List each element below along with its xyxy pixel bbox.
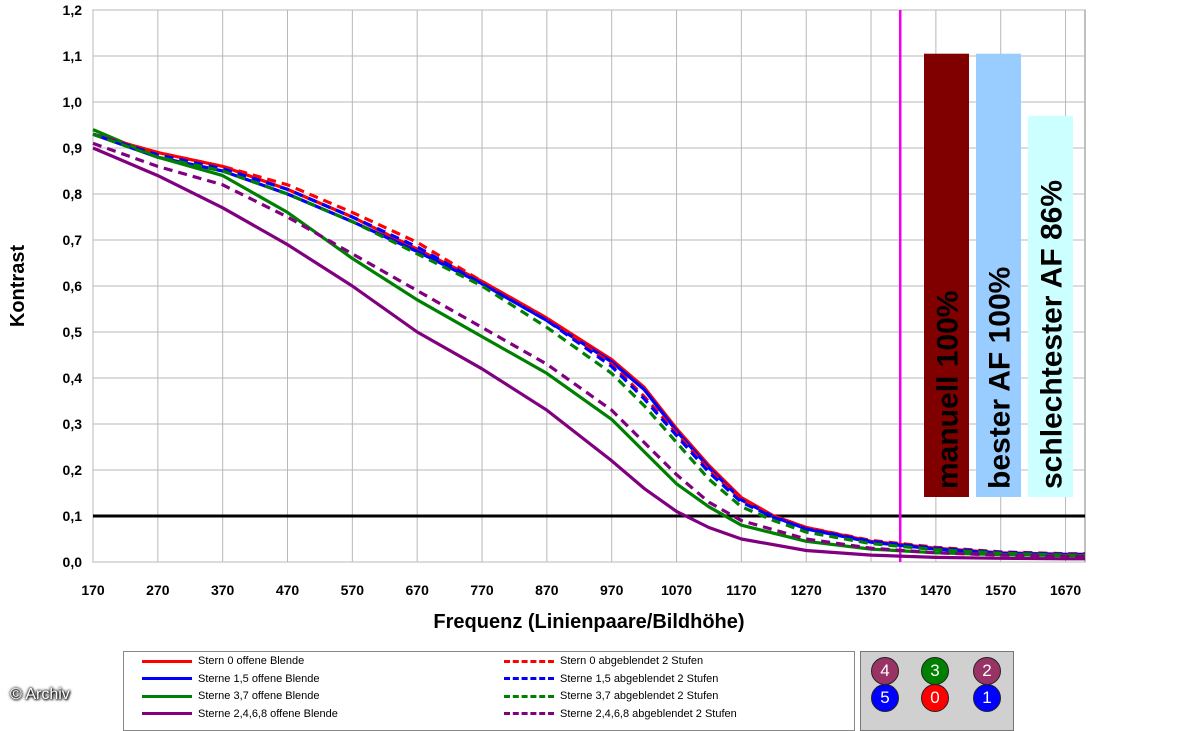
legend-item: Stern 0 abgeblendet 2 Stufen [504, 653, 703, 669]
legend-item: Sterne 1,5 abgeblendet 2 Stufen [504, 671, 718, 687]
x-tick-label: 470 [276, 582, 300, 598]
legend-item: Sterne 3,7 abgeblendet 2 Stufen [504, 688, 718, 704]
y-tick-label: 0,1 [63, 508, 83, 524]
legend-swatch [142, 712, 192, 715]
chart-grid [92, 9, 1086, 563]
y-tick-label: 0,7 [63, 232, 83, 248]
y-tick-label: 0,4 [63, 370, 83, 386]
x-axis-title: Frequenz (Linienpaare/Bildhöhe) [433, 611, 744, 633]
y-tick-labels: 0,0 0,1 0,2 0,3 0,4 0,5 0,6 0,7 0,8 0,9 1,0 1,1 1,2 [63, 2, 83, 570]
star-marker: 3 [921, 657, 949, 685]
star-marker: 0 [921, 684, 949, 712]
x-tick-label: 970 [600, 582, 624, 598]
series-line [92, 132, 1085, 557]
y-tick-label: 0,9 [63, 140, 83, 156]
legend-label: Sterne 3,7 offene Blende [198, 690, 320, 702]
legend-item: Sterne 2,4,6,8 abgeblendet 2 Stufen [504, 706, 737, 722]
series-line [92, 141, 1085, 559]
legend-swatch [504, 694, 554, 698]
image-credit: © Archiv [10, 686, 70, 703]
category-bar [976, 53, 1021, 497]
y-tick-label: 0,3 [63, 416, 83, 432]
series-line [92, 128, 1085, 558]
x-tick-label: 1670 [1050, 582, 1081, 598]
series-line [92, 146, 1085, 561]
mtf-chart: manuell 100% bester AF 100% schlechtester … [7, 2, 1086, 633]
legend-label: Sterne 1,5 offene Blende [198, 672, 320, 685]
y-tick-label: 1,2 [63, 2, 83, 18]
y-tick-label: 0,8 [63, 186, 83, 202]
x-tick-label: 370 [211, 582, 235, 598]
legend-label: Sterne 1,5 abgeblendet 2 Stufen [560, 672, 719, 685]
legend-swatch [142, 694, 192, 698]
star-marker: 4 [871, 657, 899, 685]
x-tick-labels: 170 270 370 470 570 670 770 870 970 1070 1170 1270 1… [81, 582, 1081, 598]
x-tick-label: 670 [406, 582, 430, 598]
bar-label: manuell 100% [932, 291, 965, 489]
star-marker: 1 [973, 684, 1001, 712]
legend-label: Stern 0 offene Blende [198, 655, 305, 667]
x-tick-label: 1370 [855, 582, 886, 598]
legend-item: Sterne 1,5 offene Blende [142, 671, 320, 687]
x-tick-label: 1070 [661, 582, 692, 598]
x-tick-label: 270 [146, 582, 170, 598]
star-marker: 5 [871, 684, 899, 712]
legend-label: Sterne 2,4,6,8 abgeblendet 2 Stufen [560, 707, 737, 720]
x-tick-label: 1570 [985, 582, 1016, 598]
y-tick-label: 0,2 [63, 462, 83, 478]
legend-item: Sterne 3,7 offene Blende [142, 688, 320, 704]
x-tick-label: 570 [341, 582, 365, 598]
x-tick-label: 1270 [791, 582, 822, 598]
bar-label: schlechtester AF 86% [1036, 180, 1069, 489]
y-tick-label: 0,6 [63, 278, 83, 294]
legend-swatch [504, 659, 554, 663]
legend-label: Sterne 2,4,6,8 offene Blende [198, 707, 338, 720]
legend-swatch [142, 677, 192, 680]
y-tick-label: 0,5 [63, 324, 83, 340]
chart-legend: Stern 0 offene Blende Sterne 1,5 offene B… [123, 651, 855, 731]
chart-bars: manuell 100% bester AF 100% schlechtester … [924, 53, 1073, 498]
star-marker: 2 [973, 657, 1001, 685]
y-tick-label: 0,0 [63, 554, 83, 570]
x-tick-label: 770 [470, 582, 494, 598]
chart-series [92, 128, 1085, 561]
y-tick-label: 1,1 [63, 48, 83, 64]
legend-swatch [504, 677, 554, 680]
y-tick-label: 1,0 [63, 94, 83, 110]
legend-label: Stern 0 abgeblendet 2 Stufen [560, 655, 704, 667]
x-tick-label: 170 [81, 582, 105, 598]
x-tick-label: 870 [535, 582, 559, 598]
x-tick-label: 1170 [726, 582, 757, 598]
legend-item: Sterne 2,4,6,8 offene Blende [142, 706, 338, 722]
bar-label: bester AF 100% [984, 267, 1017, 489]
x-tick-label: 1470 [920, 582, 951, 598]
y-axis-title: Kontrast [7, 245, 29, 328]
legend-label: Sterne 3,7 abgeblendet 2 Stufen [560, 690, 719, 702]
legend-swatch [142, 659, 192, 663]
reference-lines [93, 10, 1085, 562]
legend-item: Stern 0 offene Blende [142, 653, 304, 669]
category-bar [1028, 115, 1073, 498]
category-bar [924, 53, 969, 497]
legend-swatch [504, 712, 554, 715]
